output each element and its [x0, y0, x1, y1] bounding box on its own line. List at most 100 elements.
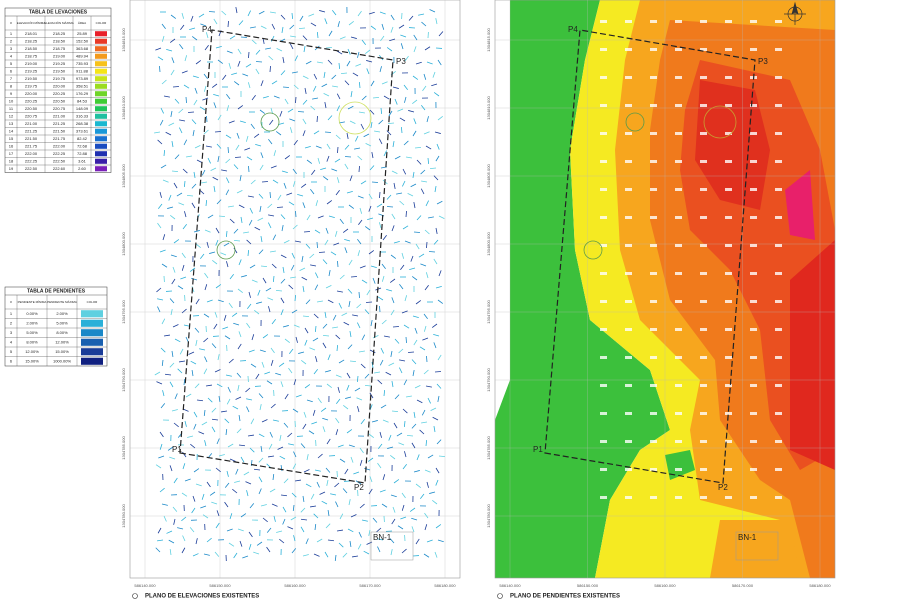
arrow [200, 23, 207, 27]
arrow [222, 74, 227, 81]
arrow [383, 335, 390, 338]
arrow [173, 477, 178, 484]
arrow [245, 481, 252, 485]
table-cell: 268.38 [76, 121, 89, 126]
arrow [357, 543, 362, 550]
arrow [403, 324, 410, 329]
arrow [349, 120, 356, 124]
arrow [393, 240, 400, 244]
slope-tag [650, 244, 657, 247]
arrow [188, 351, 195, 355]
arrow [260, 80, 264, 87]
slope-tag [625, 300, 632, 303]
arrow [346, 190, 353, 194]
table-cell: 735.93 [76, 61, 89, 66]
arrow [436, 143, 440, 150]
arrow [292, 224, 298, 230]
arrow [337, 260, 339, 268]
arrow [381, 503, 388, 508]
arrow [355, 63, 362, 67]
arrow [288, 284, 294, 290]
x-coordinate: 586160.000 [654, 583, 676, 588]
arrow [291, 252, 295, 259]
arrow [347, 48, 351, 55]
arrow [204, 356, 208, 363]
table-cell: 220.00 [53, 83, 66, 88]
x-coordinate: 586140.000 [499, 583, 521, 588]
arrow [249, 503, 255, 509]
arrow [304, 145, 311, 149]
y-coordinate: 1304805.000 [121, 164, 126, 188]
arrow [429, 167, 437, 170]
slope-tag [600, 412, 607, 415]
arrow [332, 85, 339, 88]
arrow [413, 202, 416, 209]
arrow [258, 488, 262, 495]
arrow [238, 331, 242, 338]
arrow [157, 203, 163, 209]
slope-tag [650, 300, 657, 303]
table-cell: 15.00% [25, 358, 39, 363]
arrow [402, 180, 406, 187]
arrow [342, 488, 348, 494]
arrow [324, 239, 329, 246]
table-cell: 222.25 [53, 151, 66, 156]
arrow [279, 538, 285, 544]
arrow [201, 493, 205, 500]
table-cell: 0.00% [26, 311, 38, 316]
table-cell: 218.50 [25, 46, 38, 51]
arrow [235, 468, 239, 475]
arrow [357, 155, 363, 161]
arrow [215, 284, 222, 289]
arrow [260, 265, 268, 268]
color-swatch [95, 106, 107, 112]
arrow [361, 519, 368, 522]
slope-tag [675, 20, 682, 23]
arrow [238, 20, 244, 26]
arrow [425, 439, 428, 447]
arrow [391, 518, 396, 525]
arrow [232, 488, 238, 494]
arrow [415, 243, 420, 250]
arrow [379, 66, 382, 73]
arrow [380, 404, 387, 409]
arrow [154, 131, 161, 134]
color-swatch [81, 310, 103, 318]
arrow [400, 43, 404, 50]
arrow [245, 63, 252, 68]
slope-tag [675, 160, 682, 163]
table-cell: 5.00% [56, 320, 68, 325]
arrow [190, 15, 194, 22]
arrow [306, 159, 313, 164]
arrow [290, 276, 297, 279]
slope-tag [775, 412, 782, 415]
arrow [194, 87, 198, 94]
arrow [344, 238, 351, 242]
arrow [182, 408, 189, 412]
arrow [255, 143, 262, 147]
arrow [325, 467, 331, 473]
arrow [348, 259, 353, 266]
arrow [284, 393, 289, 400]
arrow [227, 443, 234, 448]
arrow [314, 469, 321, 472]
arrow [162, 179, 169, 183]
arrow [194, 327, 200, 333]
arrow [302, 554, 309, 557]
arrow [358, 219, 363, 226]
slope-tag [775, 440, 782, 443]
table-cell: 219.50 [25, 76, 38, 81]
arrow [421, 409, 426, 416]
table-cell: 222.25 [25, 158, 38, 163]
arrow [240, 456, 245, 463]
arrow [401, 492, 406, 499]
arrow [228, 302, 233, 309]
arrow [269, 191, 271, 199]
arrow [358, 165, 360, 173]
arrow [310, 493, 315, 500]
arrow [226, 528, 233, 532]
arrow [388, 110, 393, 117]
slope-tag [600, 272, 607, 275]
arrow [212, 176, 219, 181]
arrow [346, 60, 351, 67]
